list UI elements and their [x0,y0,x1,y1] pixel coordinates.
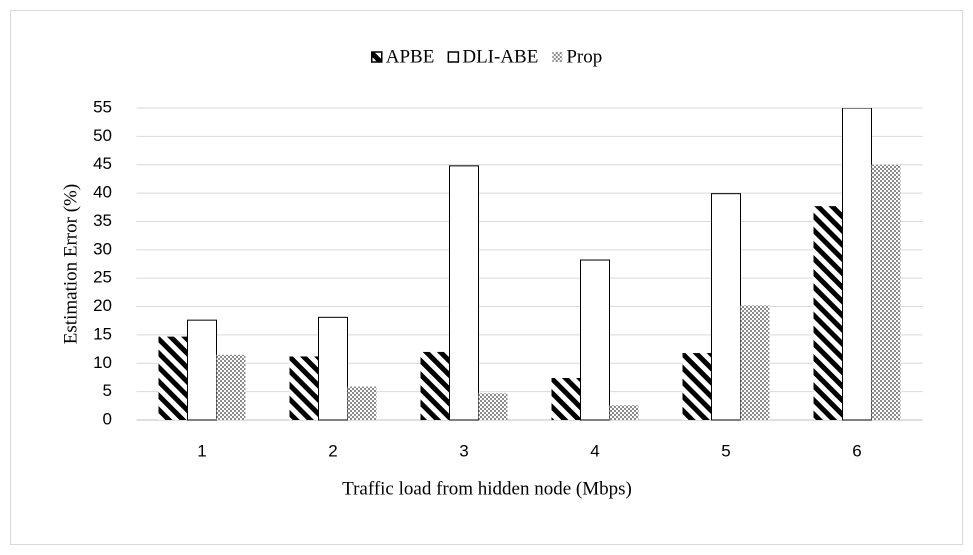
y-tick-label: 30 [93,239,112,258]
legend-item: DLI-ABE [447,46,538,67]
y-tick-label: 5 [103,381,112,400]
y-tick-label: 40 [93,183,112,202]
bar [449,165,479,421]
legend-label: APBE [386,46,435,67]
bar [478,393,508,420]
x-tick-label: 3 [459,441,468,460]
x-tick-label: 4 [590,441,599,460]
bar [842,108,872,421]
x-tick-label: 1 [197,441,206,460]
chart-border [10,10,963,545]
y-axis-label: Estimation Error (%) [60,184,81,344]
y-tick-label: 20 [93,296,112,315]
x-axis-label: Traffic load from hidden node (Mbps) [342,478,632,499]
bar [318,316,348,421]
bar [871,164,901,420]
bar [580,259,610,421]
y-tick-label: 50 [93,126,112,145]
bar [682,353,712,420]
y-tick-label: 25 [93,268,112,287]
bar [187,319,217,421]
legend: APBE DLI-ABE Prop [371,46,602,67]
bar [158,336,188,420]
bar [420,351,450,420]
legend-item: Prop [552,46,602,67]
y-tick-label: 10 [93,353,112,372]
y-tick-label: 45 [93,154,112,173]
x-tick-label: 2 [328,441,337,460]
legend-marker [552,52,563,62]
bar [289,356,319,420]
legend-marker [447,51,460,63]
y-tick-label: 0 [103,409,112,428]
bar [813,206,843,420]
bar [347,386,377,420]
y-tick-label: 55 [93,97,112,116]
bar [609,405,639,420]
bar [711,193,741,421]
bars [158,108,901,421]
bar [740,305,770,420]
bar [551,378,581,420]
legend-label: DLI-ABE [462,46,538,67]
y-tick-label: 35 [93,211,112,230]
legend-item: APBE [371,46,435,67]
x-tick-label: 6 [852,441,861,460]
bar [216,354,246,420]
legend-label: Prop [566,46,602,67]
y-tick-label: 15 [93,324,112,343]
x-tick-label: 5 [721,441,730,460]
legend-marker [371,51,383,63]
